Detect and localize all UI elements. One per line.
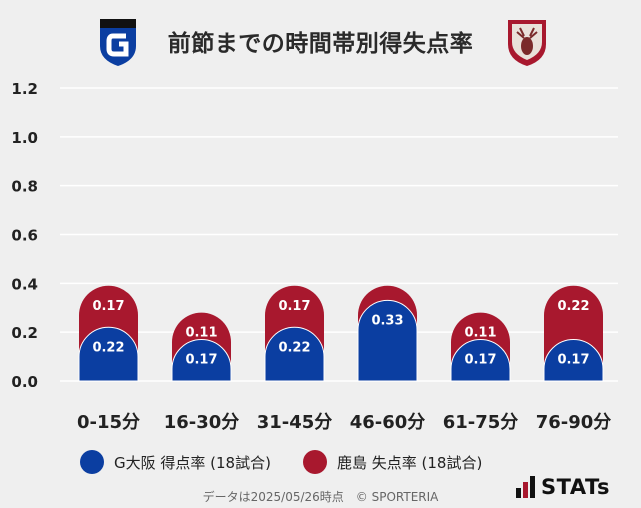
data-label-away: 0.11 (185, 326, 217, 341)
y-tick-label: 0.4 (11, 275, 38, 293)
x-tick-label: 0-15分 (77, 412, 140, 433)
y-tick-label: 1.0 (11, 129, 38, 147)
x-tick-label: 16-30分 (164, 412, 240, 433)
legend-item-away: 鹿島 失点率 (18試合) (303, 450, 482, 474)
y-tick-label: 0.2 (11, 324, 38, 342)
y-tick-label: 0.6 (11, 227, 38, 245)
legend-label-away: 鹿島 失点率 (18試合) (337, 453, 483, 472)
y-tick-label: 0.8 (11, 178, 38, 196)
data-label-away: 0.17 (278, 299, 310, 314)
bar-home (171, 339, 232, 382)
stats-brand: STATs (541, 475, 610, 499)
gamba-osaka-logo (100, 19, 136, 66)
legend-label-home: G大阪 得点率 (18試合) (114, 453, 271, 472)
y-tick-label: 1.2 (11, 80, 38, 98)
bar-home (264, 326, 325, 382)
data-label-home: 0.33 (371, 313, 403, 328)
data-label-home: 0.17 (557, 352, 589, 367)
page-title: 前節までの時間帯別得失点率 (167, 31, 474, 57)
legend-item-home: G大阪 得点率 (18試合) (80, 450, 271, 474)
stats-logo: STATs (516, 474, 610, 500)
x-tick-label: 61-75分 (443, 412, 519, 433)
y-tick-label: 0.0 (11, 373, 38, 391)
bar-home (78, 326, 139, 382)
data-label-away: 0.22 (557, 299, 589, 314)
data-label-home: 0.17 (185, 352, 217, 367)
footer-note: データは2025/05/26時点 © SPORTERIA (202, 490, 439, 504)
x-tick-label: 46-60分 (350, 412, 426, 433)
x-tick-label: 31-45分 (257, 412, 333, 433)
bar-home (357, 300, 418, 382)
bar-home (450, 339, 511, 382)
legend-swatch-home (80, 450, 104, 474)
data-label-away: 0.11 (464, 326, 496, 341)
data-label-home: 0.22 (92, 340, 124, 355)
stats-bars-icon (516, 476, 537, 498)
data-label-home: 0.17 (464, 352, 496, 367)
legend-swatch-away (303, 450, 327, 474)
data-label-home: 0.22 (278, 340, 310, 355)
data-label-away: 0.17 (92, 299, 124, 314)
kashima-antlers-logo (508, 20, 546, 66)
x-tick-label: 76-90分 (536, 412, 612, 433)
bar-home (543, 339, 604, 382)
